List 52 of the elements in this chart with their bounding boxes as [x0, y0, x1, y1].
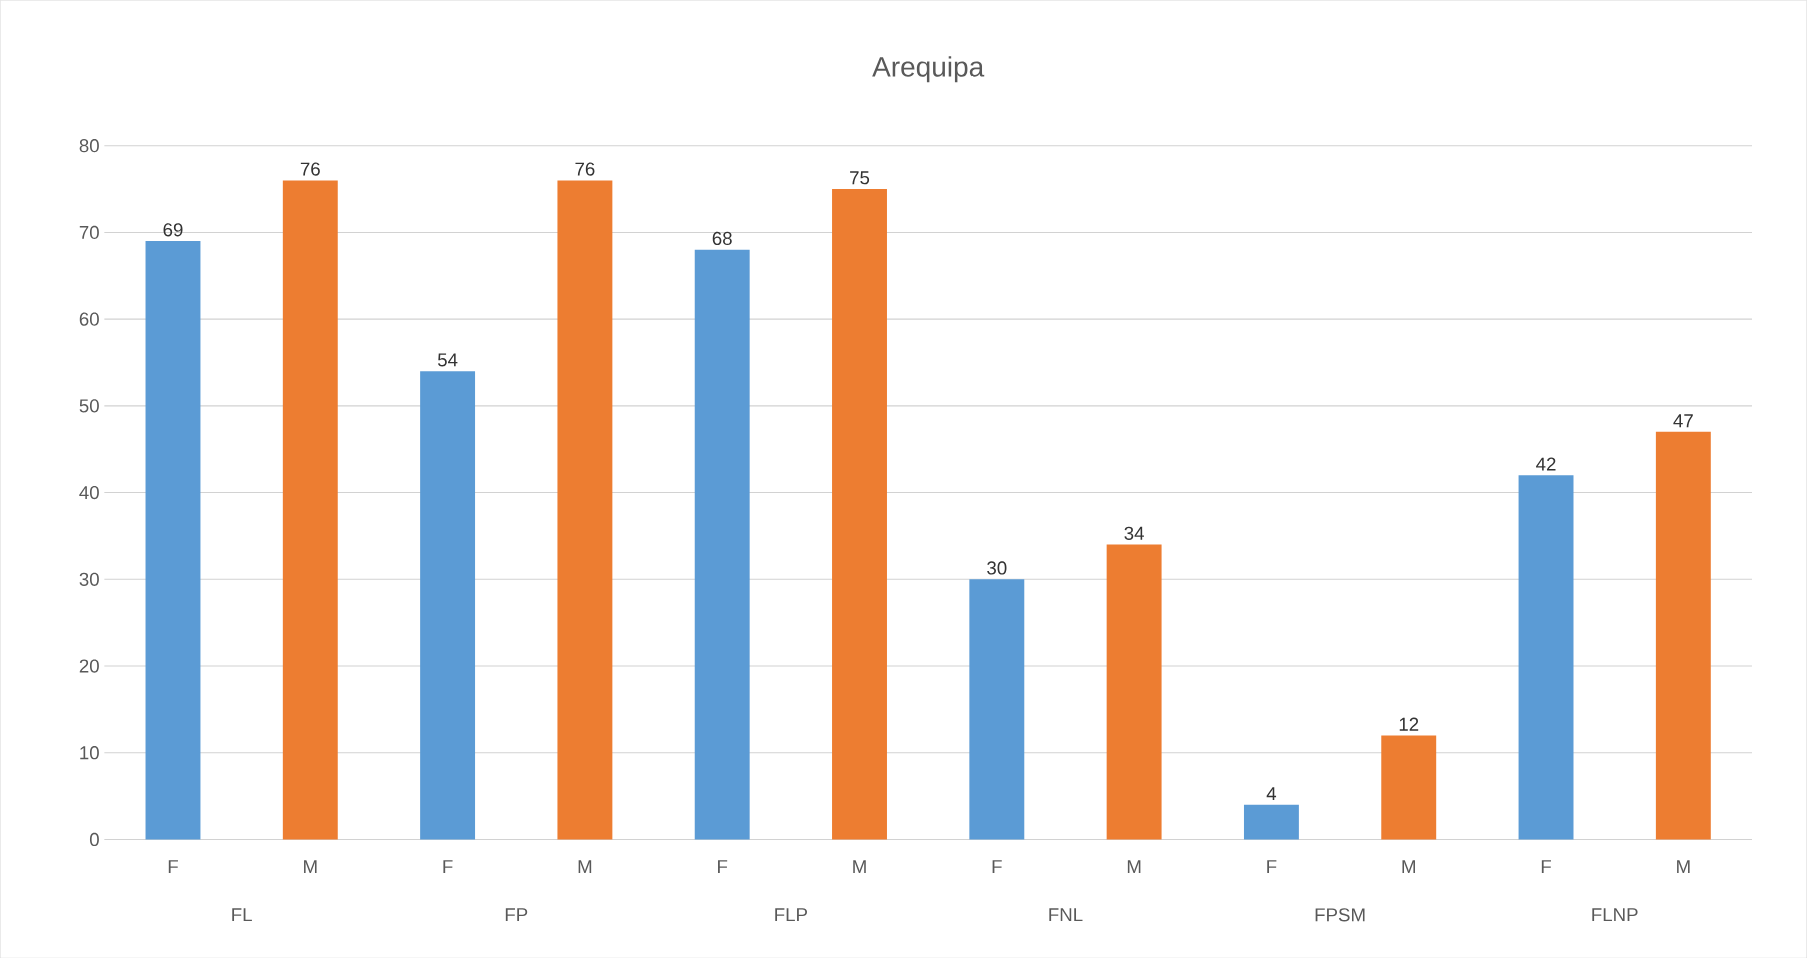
text: F [992, 859, 1002, 873]
data-label: 34 [1124, 526, 1144, 540]
bar [969, 579, 1025, 840]
x-tick-label: FLNP [1592, 907, 1638, 921]
bar [1243, 804, 1299, 840]
y-tick-label: 80 [79, 138, 99, 153]
data-label: 68 [712, 231, 732, 245]
data-label: 54 [437, 353, 458, 367]
bar [1381, 735, 1437, 840]
text: F [1267, 859, 1277, 873]
text: M [853, 859, 866, 873]
bar [420, 370, 476, 840]
data-label: 47 [1673, 414, 1693, 427]
data-label: 42 [1536, 457, 1556, 471]
y-tick-label: 40 [79, 485, 99, 499]
y-tick-label: 20 [79, 659, 99, 673]
x-tick-label: FLP [775, 907, 808, 921]
y-tick-label: 10 [80, 745, 99, 760]
text: F [443, 859, 453, 873]
data-label: 75 [850, 171, 870, 185]
y-tick-label: 0 [89, 832, 99, 846]
text: F [1541, 859, 1551, 873]
data-label: 76 [575, 162, 595, 176]
bar [694, 249, 750, 840]
x-tick-label: FNL [1049, 907, 1083, 921]
data-label: 4 [1266, 786, 1277, 800]
series-label: F [168, 859, 178, 873]
bar [282, 180, 338, 840]
series-label: M [304, 859, 317, 873]
y-tick-label: 60 [79, 312, 99, 326]
x-tick-label: FPSM [1315, 907, 1365, 922]
bar [832, 188, 887, 840]
chart-title: Arequipa [872, 55, 985, 83]
bar [1106, 544, 1162, 840]
text: M [578, 859, 592, 873]
text: M [1677, 859, 1690, 873]
data-label: 12 [1399, 717, 1419, 731]
text: M [1402, 859, 1415, 873]
data-label: 69 [163, 222, 183, 237]
bar [557, 180, 613, 840]
text: F [718, 859, 728, 873]
y-tick-label: 30 [79, 572, 99, 586]
bar [1518, 475, 1574, 840]
data-label: 30 [987, 561, 1007, 575]
bar [145, 240, 201, 840]
y-tick-label: 50 [79, 398, 99, 413]
text: M [1127, 859, 1141, 873]
x-tick-label: FL [232, 907, 252, 921]
data-label: 76 [300, 162, 320, 176]
bar [1655, 431, 1711, 840]
y-tick-label: 70 [79, 225, 99, 239]
x-tick-label: FP [505, 907, 528, 921]
